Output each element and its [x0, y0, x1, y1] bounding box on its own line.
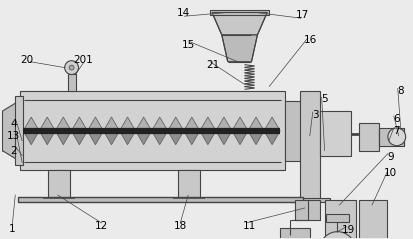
Bar — [48, 170, 69, 198]
Text: 18: 18 — [173, 221, 187, 231]
Text: 13: 13 — [7, 131, 20, 141]
Bar — [18, 197, 302, 202]
Polygon shape — [231, 117, 247, 131]
Bar — [299, 91, 319, 200]
Polygon shape — [87, 117, 103, 131]
Circle shape — [69, 65, 74, 70]
Polygon shape — [183, 117, 199, 131]
Polygon shape — [103, 131, 119, 145]
Text: 201: 201 — [74, 55, 93, 65]
Polygon shape — [247, 131, 263, 145]
Bar — [15, 96, 23, 165]
Text: 14: 14 — [176, 8, 190, 18]
Text: 5: 5 — [320, 94, 327, 104]
Polygon shape — [55, 131, 71, 145]
Text: 4: 4 — [10, 119, 17, 129]
Polygon shape — [135, 117, 151, 131]
Bar — [358, 200, 386, 239]
Polygon shape — [151, 131, 167, 145]
Polygon shape — [71, 131, 87, 145]
Bar — [67, 74, 75, 91]
Circle shape — [64, 61, 78, 75]
Polygon shape — [151, 117, 167, 131]
Polygon shape — [211, 12, 267, 35]
Polygon shape — [167, 131, 183, 145]
Polygon shape — [39, 131, 55, 145]
Text: 8: 8 — [396, 86, 403, 96]
Polygon shape — [2, 100, 20, 162]
Bar — [285, 101, 302, 161]
Bar — [209, 10, 268, 15]
Bar — [290, 198, 329, 202]
Bar — [294, 200, 319, 220]
Polygon shape — [247, 117, 263, 131]
Polygon shape — [103, 117, 119, 131]
Text: 9: 9 — [387, 152, 393, 162]
Polygon shape — [199, 131, 215, 145]
Text: 11: 11 — [242, 221, 256, 231]
Polygon shape — [183, 131, 199, 145]
Polygon shape — [39, 117, 55, 131]
Text: 6: 6 — [392, 114, 399, 124]
Text: 2: 2 — [10, 146, 17, 156]
Text: 12: 12 — [95, 221, 108, 231]
Circle shape — [319, 232, 354, 239]
Polygon shape — [215, 131, 231, 145]
Text: 3: 3 — [312, 110, 318, 120]
Bar — [280, 228, 309, 239]
Polygon shape — [135, 131, 151, 145]
Text: 17: 17 — [296, 10, 309, 20]
Bar — [324, 200, 355, 239]
Text: 7: 7 — [392, 126, 399, 136]
Bar — [319, 111, 351, 156]
Bar — [378, 128, 403, 146]
Polygon shape — [231, 131, 247, 145]
Polygon shape — [71, 117, 87, 131]
Text: 19: 19 — [341, 225, 354, 235]
Text: 16: 16 — [304, 35, 317, 45]
Text: 15: 15 — [181, 40, 195, 50]
Polygon shape — [55, 117, 71, 131]
Text: 10: 10 — [383, 168, 396, 178]
Polygon shape — [23, 117, 39, 131]
Bar — [178, 170, 199, 198]
Polygon shape — [215, 117, 231, 131]
Polygon shape — [119, 117, 135, 131]
Polygon shape — [23, 131, 39, 145]
Text: 20: 20 — [21, 55, 33, 65]
Polygon shape — [199, 117, 215, 131]
Polygon shape — [221, 35, 257, 62]
Text: 1: 1 — [9, 224, 16, 234]
Polygon shape — [119, 131, 135, 145]
Bar — [20, 91, 285, 170]
Polygon shape — [87, 131, 103, 145]
Circle shape — [387, 128, 405, 146]
Bar — [358, 123, 378, 151]
Polygon shape — [167, 117, 183, 131]
Text: 21: 21 — [206, 60, 219, 70]
Polygon shape — [263, 117, 280, 131]
Bar — [325, 214, 349, 222]
Polygon shape — [263, 131, 280, 145]
